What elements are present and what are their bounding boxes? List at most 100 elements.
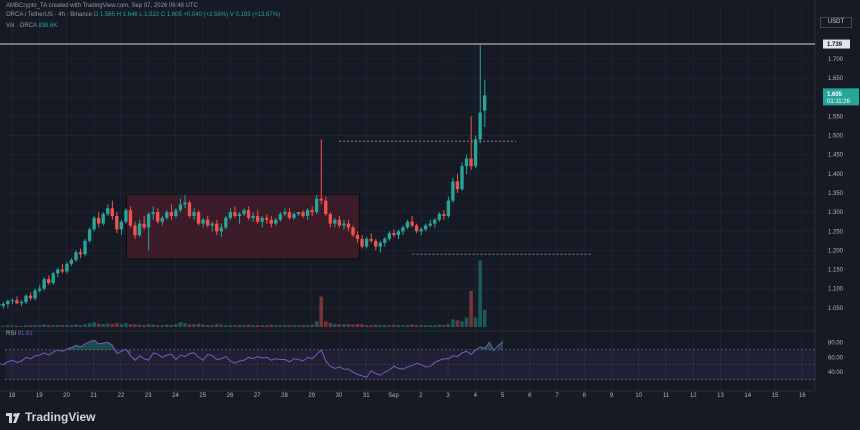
high-price-label-bg bbox=[823, 39, 850, 49]
rsi-value: 81.81 bbox=[17, 331, 33, 337]
volume-bar bbox=[56, 324, 60, 327]
price-tick-label: 1.350 bbox=[828, 191, 844, 197]
candle-body bbox=[337, 219, 342, 226]
volume-value: 838.6K bbox=[38, 23, 58, 29]
candle-body bbox=[169, 212, 173, 216]
time-tick-label: 19 bbox=[36, 393, 43, 399]
time-tick-label: 29 bbox=[308, 393, 315, 399]
volume-bar bbox=[469, 290, 473, 327]
candle-body bbox=[287, 212, 292, 218]
rsi-label[interactable]: RSI bbox=[6, 331, 17, 337]
price-tick-label: 1.200 bbox=[828, 248, 844, 254]
candle-body bbox=[314, 198, 319, 213]
volume-bar bbox=[24, 325, 28, 327]
candle-body bbox=[473, 139, 478, 167]
ohlc-legend: ORCA / TetherUS · 4h · Binance O 1.565 H… bbox=[6, 12, 280, 18]
candle-body bbox=[137, 223, 142, 236]
volume-legend: Vol · ORCA 838.6K bbox=[6, 23, 57, 29]
volume-bar bbox=[1, 325, 6, 327]
volume-bar bbox=[460, 321, 464, 327]
candle-body bbox=[355, 235, 360, 239]
time-tick-label: 31 bbox=[363, 393, 370, 399]
range-change-value: V 0.193 (+13.67%) bbox=[229, 12, 281, 18]
volume-bar bbox=[314, 321, 319, 327]
candle-body bbox=[165, 212, 169, 218]
volume-bar bbox=[296, 325, 301, 327]
symbol-label[interactable]: ORCA / TetherUS · 4h · Binance bbox=[6, 12, 92, 18]
volume-bar bbox=[137, 324, 142, 327]
volume-bar bbox=[196, 323, 201, 327]
close-value: C 1.605 bbox=[160, 12, 182, 18]
candle-body bbox=[51, 273, 55, 283]
last-price-label: 1.605 bbox=[827, 92, 843, 98]
candle-body bbox=[146, 214, 151, 228]
candle-body bbox=[333, 219, 337, 224]
volume-bar bbox=[251, 325, 255, 327]
low-value: L 1.522 bbox=[139, 12, 160, 18]
candle-body bbox=[28, 295, 33, 299]
volume-bar bbox=[155, 325, 160, 327]
candle-body bbox=[133, 225, 137, 236]
candle-body bbox=[410, 221, 414, 226]
volume-bar bbox=[373, 324, 378, 327]
time-tick-label: 4 bbox=[474, 393, 478, 399]
volume-bar bbox=[328, 323, 333, 327]
volume-bar bbox=[260, 325, 264, 327]
candle-body bbox=[228, 212, 233, 218]
candle-body bbox=[464, 158, 469, 167]
volume-bar bbox=[237, 325, 242, 327]
candle-body bbox=[455, 181, 460, 190]
last-price-label-bg bbox=[823, 88, 859, 106]
candle-body bbox=[24, 295, 28, 303]
change-value: +0.040 (+2.56%) bbox=[183, 12, 229, 18]
volume-label[interactable]: Vol · ORCA bbox=[6, 23, 37, 29]
price-tick-label: 1.450 bbox=[828, 153, 844, 159]
time-tick-label: 6 bbox=[528, 393, 532, 399]
candle-body bbox=[101, 214, 105, 224]
candle-body bbox=[296, 212, 301, 215]
author-line: AMBCrypto_TA created with TradingView.co… bbox=[6, 3, 198, 9]
candle-body bbox=[115, 215, 119, 230]
volume-bar bbox=[201, 324, 205, 327]
currency-button[interactable]: USDT bbox=[820, 17, 852, 28]
candle-body bbox=[374, 240, 378, 247]
candle-body bbox=[19, 302, 24, 304]
candle-body bbox=[42, 279, 46, 289]
candle-body bbox=[351, 227, 355, 236]
volume-bar bbox=[19, 325, 24, 327]
time-tick-label: 10 bbox=[635, 393, 642, 399]
volume-bar bbox=[342, 324, 346, 327]
rsi-legend: RSI 81.81 bbox=[6, 331, 33, 337]
volume-bar bbox=[255, 325, 260, 327]
volume-bar bbox=[51, 325, 55, 327]
rsi-line bbox=[0, 339, 504, 378]
candle-body bbox=[310, 210, 314, 213]
time-tick-label: 13 bbox=[717, 393, 724, 399]
time-tick-label: 26 bbox=[227, 393, 234, 399]
time-tick-label: Sep bbox=[388, 393, 399, 399]
volume-bar bbox=[446, 324, 451, 327]
candle-body bbox=[260, 217, 264, 222]
candle-body bbox=[251, 215, 255, 218]
candle-body bbox=[292, 214, 296, 218]
candle-body bbox=[6, 300, 10, 305]
candle-body bbox=[437, 214, 441, 220]
volume-bar bbox=[133, 324, 137, 327]
volume-bar bbox=[360, 324, 364, 327]
price-tick-label: 1.400 bbox=[828, 172, 844, 178]
price-tick-label: 1.700 bbox=[828, 57, 844, 63]
candle-body bbox=[469, 158, 473, 167]
volume-bar bbox=[128, 324, 133, 327]
volume-bar bbox=[192, 324, 196, 327]
rsi-tick-label: 80.00 bbox=[828, 340, 844, 346]
candle-body bbox=[414, 225, 419, 232]
candle-body bbox=[15, 300, 19, 304]
volume-bar bbox=[405, 325, 410, 327]
volume-bar bbox=[246, 324, 251, 327]
candle-body bbox=[433, 219, 437, 224]
volume-bar bbox=[278, 325, 283, 327]
candle-body bbox=[483, 95, 487, 111]
volume-bar bbox=[355, 324, 360, 327]
volume-bar bbox=[178, 322, 183, 327]
